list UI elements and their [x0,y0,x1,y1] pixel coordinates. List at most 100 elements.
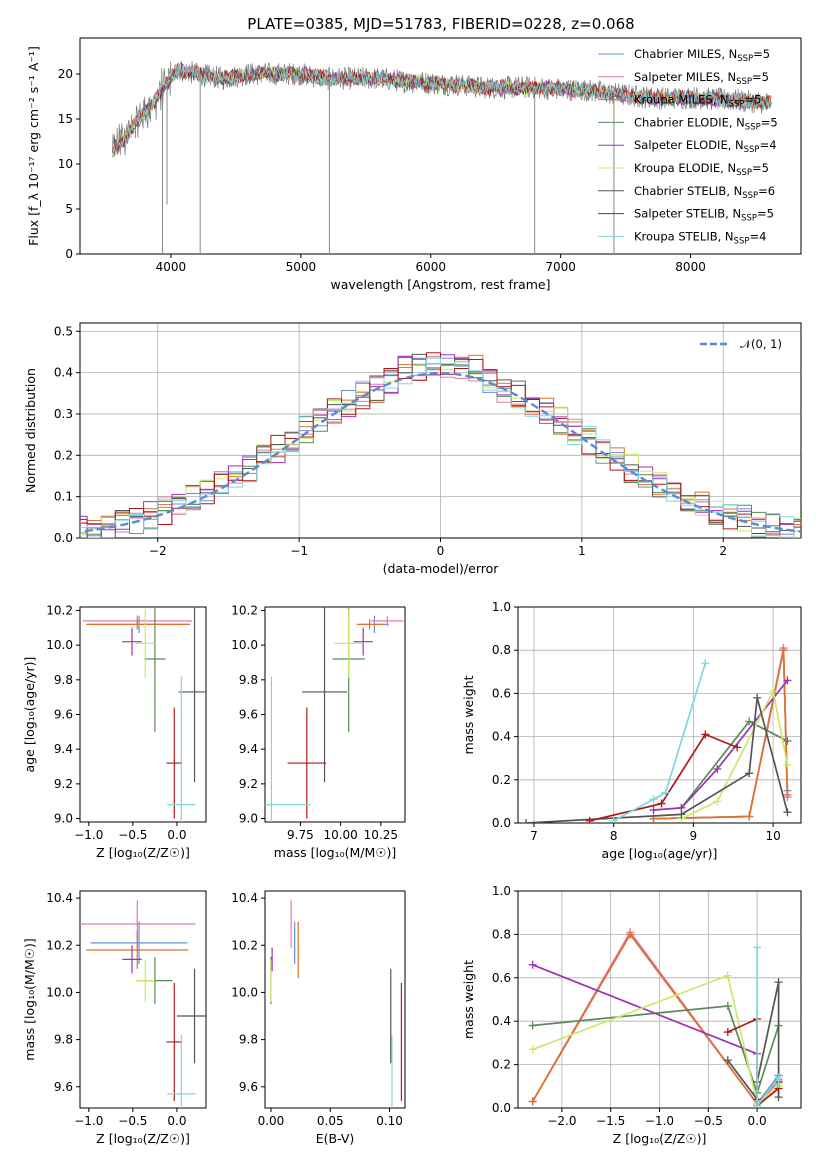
legend-subscript: SSP [736,168,752,178]
legend-subscript: SSP [734,236,750,246]
legend-label: Chabrier ELODIE, NSSP=5 [634,115,778,132]
legend-subscript: SSP [741,214,757,224]
legend-subscript: SSP [744,145,760,155]
y-axis-label: mass weight [461,675,476,754]
y-tick-label: 0.0 [492,816,511,830]
y-tick-label: 9.6 [239,708,258,722]
series-line [653,679,789,811]
y-tick-label: 9.6 [54,708,73,722]
legend-subscript: SSP [736,77,752,87]
y-tick-label: 10.2 [231,938,258,952]
x-tick-label: 7000 [545,260,576,274]
x-tick-label: 9 [690,829,698,843]
legend-label: Salpeter MILES, NSSP=5 [634,70,769,87]
legend-label: Kroupa ELODIE, NSSP=5 [634,161,769,178]
y-tick-label: 20 [58,67,73,81]
y-tick-label: 9.8 [54,1033,73,1047]
errorbars [270,900,403,1108]
legend-label: Kroupa STELIB, NSSP=4 [634,229,766,246]
panel-age_vs_mass: 9.75 10.00 10.25 9.0 9.2 9.4 9.6 9.8 10.0 10.2 mas… [231,603,406,860]
series-marker [783,760,792,769]
x-axis-label: E(B-V) [316,1131,355,1146]
y-tick-label: 0.8 [492,643,511,657]
y-tick-label: 10.2 [46,603,73,617]
x-tick-label: 0.0 [748,1114,767,1128]
y-tick-label: 0.3 [54,407,73,421]
series-marker [745,812,754,821]
axes-frame [517,890,802,1109]
axes-frame [79,37,802,255]
errorbars [82,607,206,822]
y-tick-label: 0.2 [492,773,511,787]
y-tick-label: 10.0 [46,985,73,999]
series-line [681,688,789,820]
legend-suffix: =5 [757,207,774,221]
errorbar-point [122,945,142,974]
errorbar-point [90,921,188,965]
x-tick-label: −0.5 [118,828,147,842]
x-tick-label: 6000 [415,260,446,274]
series-marker [783,736,792,745]
y-tick-label: 0.6 [492,971,511,985]
series-marker [723,971,732,980]
spectrum-lines [112,60,772,254]
y-tick-label: 9.6 [54,1080,73,1094]
legend-suffix: =4 [760,138,777,152]
x-axis-label: Z [log₁₀(Z/Z☉)] [613,1131,707,1146]
panel-mass_vs_EBV: 0.00 0.05 0.10 9.6 9.8 10.0 10.2 10.4 E(B-V) [231,890,406,1146]
legend-label: Salpeter STELIB, NSSP=5 [634,207,774,224]
x-tick-label: 2 [719,544,727,558]
series-marker [657,799,666,808]
y-tick-label: 9.6 [239,1080,258,1094]
y-tick-label: 10.4 [46,891,73,905]
figure-title: PLATE=0385, MJD=51783, FIBERID=0228, z=0… [247,15,634,33]
series-marker [528,960,537,969]
series-marker [723,1056,732,1065]
errorbar-point [167,1034,196,1108]
histogram-step [80,357,801,537]
series-marker [753,1101,762,1108]
legend-label: Chabrier MILES, NSSP=5 [634,47,770,64]
y-tick-label: 0.4 [54,366,73,380]
weight-series [528,928,783,1108]
legend-suffix: =5 [753,47,770,61]
x-tick-label: 0 [437,544,445,558]
errorbar-point [144,607,166,732]
y-tick-label: 10.0 [231,985,258,999]
x-tick-label: −1.0 [645,1114,674,1128]
series-line [532,974,780,1106]
errorbar-point [166,982,183,1101]
axes-frame [264,606,406,823]
x-tick-label: 10.00 [323,828,357,842]
y-tick-label: 0.4 [492,730,511,744]
y-axis-label: mass weight [461,960,476,1039]
series-marker [677,810,686,819]
series-marker [649,806,658,815]
y-tick-label: 0.8 [492,927,511,941]
panel-mass_weight_vs_Z: −2.0 −1.5 −1.0 −0.5 0.0 0.0 0.2 0.4 0.6 0.8 1.0 Z [… [461,884,802,1146]
series-marker [723,1028,732,1037]
axes-frame [79,890,207,1109]
errorbar-point [86,931,189,969]
legend-suffix: =4 [749,229,766,243]
x-tick-label: 4000 [156,260,187,274]
series-marker [723,1002,732,1011]
x-tick-label: −1.0 [74,828,103,842]
errorbar-point [167,676,196,822]
legend-suffix: =5 [752,161,769,175]
y-axis-label: age [log₁₀(age/yr)] [22,657,37,773]
axes-frame [517,606,802,824]
x-tick-label: 7 [530,829,538,843]
legend-subscript: SSP [729,100,745,110]
x-axis-label: Z [log₁₀(Z/Z☉)] [96,845,190,860]
x-tick-label: −1.0 [74,1114,103,1128]
errorbar-point [122,627,142,656]
series-marker [528,1021,537,1030]
y-tick-label: 10.2 [231,603,258,617]
x-axis-label: wavelength [Angstrom, rest frame] [330,277,550,292]
legend-suffix: =6 [758,184,775,198]
errorbar-point [356,619,383,630]
series-marker [783,808,792,817]
y-tick-label: 9.2 [54,777,73,791]
